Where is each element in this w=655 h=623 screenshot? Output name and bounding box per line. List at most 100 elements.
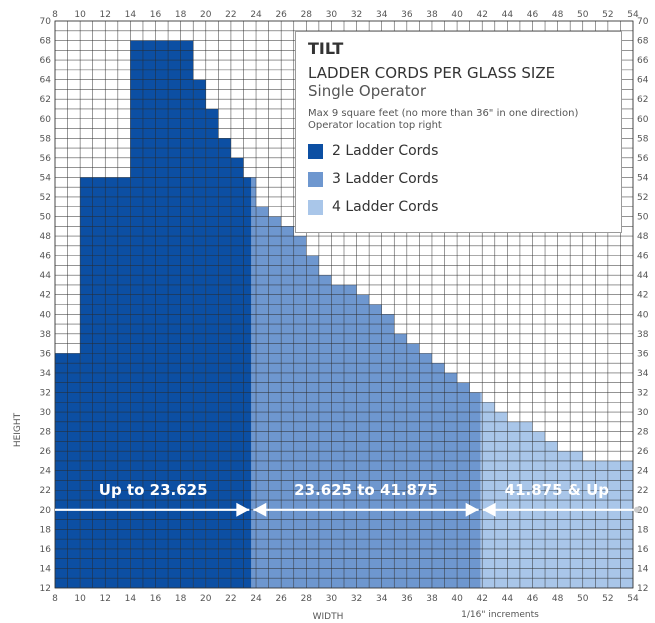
legend-subtitle: LADDER CORDS PER GLASS SIZE	[308, 64, 556, 82]
y-tick-label: 40	[40, 310, 52, 320]
y-tick-label: 30	[40, 408, 52, 418]
y-tick-label: 64	[40, 76, 52, 86]
x-tick-label: 18	[175, 594, 187, 604]
fill-region	[369, 304, 382, 588]
fill-region	[281, 226, 294, 589]
y-axis-title: HEIGHT	[13, 412, 23, 447]
y-tick-label-right: 12	[637, 584, 648, 594]
x-tick-label-top: 18	[175, 10, 187, 20]
x-tick-label-top: 10	[74, 10, 86, 20]
x-tick-label-top: 38	[426, 10, 438, 20]
x-tick-label: 40	[451, 594, 463, 604]
y-tick-label-right: 68	[637, 37, 649, 47]
y-tick-label: 42	[40, 291, 51, 301]
x-tick-label-top: 50	[577, 10, 589, 20]
y-tick-label: 12	[40, 584, 51, 594]
y-tick-label-right: 46	[637, 252, 649, 262]
y-ticks-right: 12 14 16 18 20 22 24 26 28 30 32 34 36 38 40 42 44 46 48 50…	[637, 17, 649, 594]
x-tick-label: 28	[301, 594, 313, 604]
legend-entry-label: 3 Ladder Cords	[332, 171, 439, 187]
x-tick-label-top: 24	[250, 10, 262, 20]
y-tick-label-right: 16	[637, 545, 649, 555]
x-tick-label-top: 30	[326, 10, 338, 20]
x-tick-label-top: 26	[275, 10, 287, 20]
x-tick-label-top: 48	[552, 10, 564, 20]
y-tick-label: 16	[40, 545, 52, 555]
x-tick-label-top: 46	[527, 10, 539, 20]
y-tick-label: 56	[40, 154, 52, 164]
y-tick-label: 32	[40, 388, 51, 398]
y-tick-label-right: 14	[637, 564, 649, 574]
x-axis-title: WIDTH	[313, 612, 344, 622]
x-tick-label: 42	[476, 594, 487, 604]
y-tick-label-right: 50	[637, 213, 649, 223]
y-tick-label-right: 28	[637, 428, 649, 438]
y-tick-label-right: 24	[637, 467, 649, 477]
x-tick-label-top: 16	[150, 10, 162, 20]
x-tick-label-top: 40	[451, 10, 463, 20]
y-tick-label: 36	[40, 349, 52, 359]
x-tick-label: 20	[200, 594, 212, 604]
y-tick-label-right: 66	[637, 56, 649, 66]
x-tick-label: 16	[150, 594, 162, 604]
y-tick-label: 20	[40, 506, 52, 516]
zone-arrows	[55, 502, 640, 517]
x-tick-label: 8	[52, 594, 58, 604]
y-tick-label: 66	[40, 56, 52, 66]
x-tick-label-top: 8	[52, 10, 58, 20]
y-tick-label-right: 26	[637, 447, 649, 457]
arrow-end-dot	[634, 506, 640, 513]
y-tick-label: 14	[40, 564, 52, 574]
x-tick-label: 24	[250, 594, 262, 604]
legend-subtitle-operator: Single Operator	[308, 82, 427, 100]
y-tick-label-right: 32	[637, 388, 648, 398]
fill-region	[256, 206, 269, 588]
x-tick-label-top: 20	[200, 10, 212, 20]
y-tick-label: 52	[40, 193, 51, 203]
y-tick-label: 68	[40, 37, 52, 47]
x-tick-label-top: 52	[602, 10, 613, 20]
x-tick-label-top: 32	[351, 10, 362, 20]
x-tick-label: 38	[426, 594, 438, 604]
y-tick-label: 48	[40, 232, 52, 242]
zone-label: 23.625 to 41.875	[294, 481, 438, 499]
plot-border	[54, 20, 634, 589]
x-tick-label-top: 14	[125, 10, 137, 20]
fill-region	[205, 108, 219, 588]
x-tick-label: 10	[74, 594, 86, 604]
y-tick-label-right: 18	[637, 525, 649, 535]
x-ticks-bottom: 8 10 12 14 16 18 20 22 24 26 28 30 32 34 36 38 40 42 44 46 4…	[52, 594, 639, 604]
legend-entry-2-cords: 2 Ladder Cords	[308, 142, 609, 160]
y-tick-label-right: 20	[637, 506, 649, 516]
legend-swatch	[308, 171, 323, 187]
x-tick-label: 14	[125, 594, 137, 604]
legend-note-operator: Operator location top right	[308, 120, 442, 131]
x-tick-label: 12	[100, 594, 111, 604]
x-tick-label-top: 34	[376, 10, 388, 20]
y-tick-label-right: 64	[637, 76, 649, 86]
y-tick-label: 58	[40, 134, 52, 144]
y-tick-label: 24	[40, 467, 52, 477]
y-tick-label: 22	[40, 486, 51, 496]
x-ticks-top: 8 10 12 14 16 18 20 22 24 26 28 30 32 34 36 38 40 42 44 46 4…	[52, 10, 639, 20]
legend-swatch	[308, 143, 323, 159]
x-tick-label: 48	[552, 594, 564, 604]
x-tick-label: 26	[275, 594, 287, 604]
x-tick-label: 32	[351, 594, 362, 604]
arrow-head	[253, 502, 267, 517]
y-tick-label-right: 62	[637, 95, 648, 105]
y-tick-label: 28	[40, 428, 52, 438]
legend-title: TILT	[308, 39, 344, 58]
y-tick-label-right: 60	[637, 115, 649, 125]
x-tick-label: 46	[527, 594, 539, 604]
x-tick-label-top: 22	[225, 10, 236, 20]
x-increment-note: 1/16" increments	[461, 610, 539, 620]
y-tick-label: 62	[40, 95, 51, 105]
y-tick-label-right: 22	[637, 486, 648, 496]
y-tick-label-right: 34	[637, 369, 649, 379]
y-tick-label: 26	[40, 447, 52, 457]
y-tick-label-right: 42	[637, 291, 648, 301]
y-tick-label-right: 70	[637, 17, 649, 27]
y-tick-label: 34	[40, 369, 52, 379]
arrow-head	[465, 502, 479, 517]
